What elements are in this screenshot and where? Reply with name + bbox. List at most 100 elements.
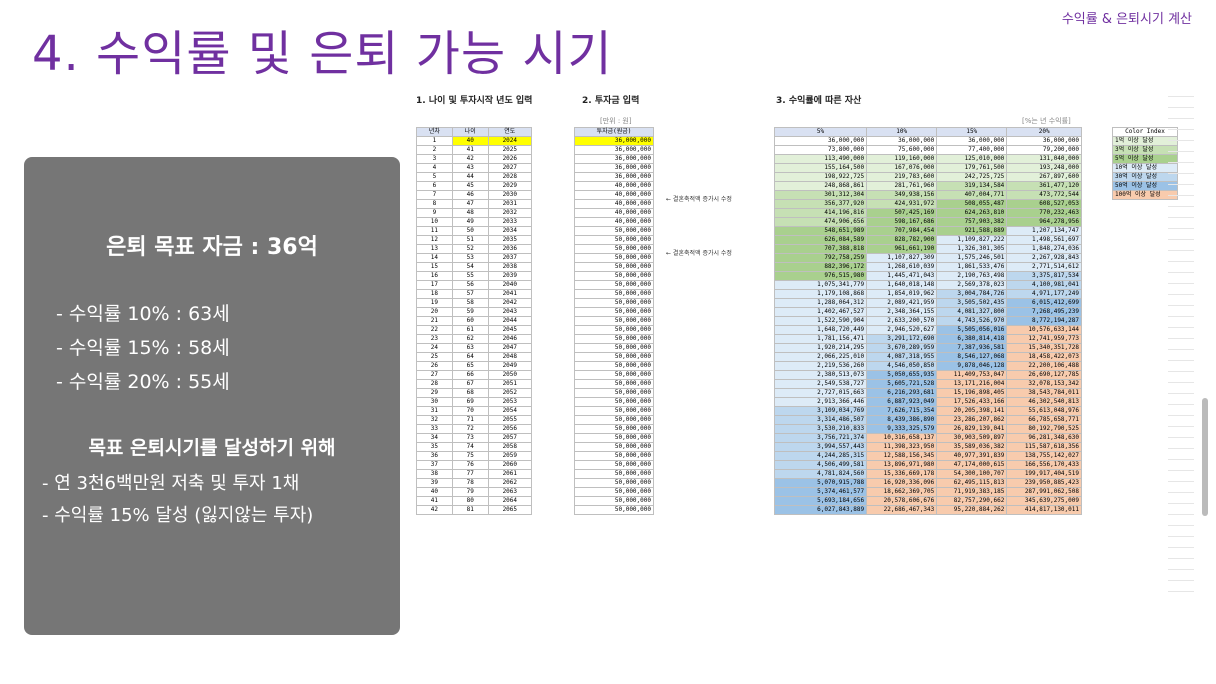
table-cell: 4,546,050,850	[866, 361, 938, 371]
table-cell: 58	[451, 298, 489, 308]
table-cell: 70	[451, 406, 489, 416]
return-item: - 수익률 20% : 55세	[56, 371, 230, 393]
table-row: 5 44 2028	[416, 172, 533, 182]
table-cell: 2053	[487, 397, 533, 407]
table-cell: 10,576,633,144	[1006, 325, 1082, 335]
table-cell: 2028	[487, 172, 533, 182]
table-cell: 707,388,818	[773, 244, 868, 254]
table-row: 792,758,259 1,107,827,309 1,575,246,501 2,2…	[773, 253, 1082, 263]
table-row: 4,781,824,560 15,336,669,178 54,300,100,70…	[773, 469, 1082, 479]
table-cell: 81	[451, 505, 489, 515]
table-cell: 1,522,590,904	[773, 316, 868, 326]
table-cell: 2032	[487, 208, 533, 218]
table-row: 37 76 2060	[416, 460, 533, 470]
table-cell: 349,938,156	[866, 190, 938, 200]
table-cell: 2,190,763,498	[936, 271, 1008, 281]
table-cell: 50,000,000	[574, 388, 654, 398]
table-row: 8 47 2031	[416, 199, 533, 209]
table-row: 2,549,538,727 5,605,721,528 13,171,216,004…	[773, 379, 1082, 389]
table-cell: 12,588,156,345	[866, 451, 938, 461]
table-cell: 3,530,210,833	[773, 424, 868, 434]
table-cell: 2035	[487, 235, 533, 245]
table-cell: 1,781,156,471	[773, 334, 868, 344]
table-cell: 2062	[487, 478, 533, 488]
table-row: 32 71 2055	[416, 415, 533, 425]
table-cell: 47,174,000,615	[936, 460, 1008, 470]
note-label: ← 결혼축적액 증가시 수정	[666, 196, 732, 203]
table-cell: 1,288,064,312	[773, 298, 868, 308]
table-cell: 8,546,127,068	[936, 352, 1008, 362]
table-cell: 16	[416, 271, 453, 281]
scrollbar-thumb[interactable]	[1202, 398, 1208, 516]
table-cell: 22,200,106,488	[1006, 361, 1082, 371]
table-cell: 50,000,000	[574, 226, 654, 236]
table-cell: 9,878,046,128	[936, 361, 1008, 371]
table-cell: 4	[416, 163, 453, 173]
table-cell: 2063	[487, 487, 533, 497]
table-row: 50,000,000	[574, 388, 654, 398]
table-cell: 2036	[487, 244, 533, 254]
table-cell: 22	[416, 325, 453, 335]
table-cell: 2,348,364,155	[866, 307, 938, 317]
table-cell: 166,556,170,433	[1006, 460, 1082, 470]
table-cell: 2,089,421,959	[866, 298, 938, 308]
table-cell: 11	[416, 226, 453, 236]
table-row: 7 46 2030	[416, 190, 533, 200]
table-cell: 2,946,520,627	[866, 325, 938, 335]
table-cell: 1,402,467,527	[773, 307, 868, 317]
table-cell: 6,380,814,418	[936, 334, 1008, 344]
table-row: 50,000,000	[574, 496, 654, 506]
table-cell: 301,312,304	[773, 190, 868, 200]
table-cell: 62,495,115,813	[936, 478, 1008, 488]
table-cell: 424,931,972	[866, 199, 938, 209]
table-cell: 2026	[487, 154, 533, 164]
table-row: 41 80 2064	[416, 496, 533, 506]
table-row: 3 42 2026	[416, 154, 533, 164]
table-cell: 976,515,980	[773, 271, 868, 281]
table-cell: 757,903,382	[936, 217, 1008, 227]
table-cell: 50,000,000	[574, 298, 654, 308]
table-cell: 961,661,190	[866, 244, 938, 254]
table-cell: 12	[416, 235, 453, 245]
table-cell: 16,920,336,096	[866, 478, 938, 488]
table-cell: 54	[451, 262, 489, 272]
table-cell: 4,087,318,955	[866, 352, 938, 362]
table-cell: 2045	[487, 325, 533, 335]
table-cell: 50,000,000	[574, 352, 654, 362]
table-row: 28 67 2051	[416, 379, 533, 389]
table-row: 548,651,989 707,984,454 921,588,889 1,207,1…	[773, 226, 1082, 236]
table-row: 50,000,000	[574, 397, 654, 407]
table-cell: 15,196,898,405	[936, 388, 1008, 398]
table-row: 40,000,000	[574, 208, 654, 218]
table-cell: 345,639,275,009	[1006, 496, 1082, 506]
table-cell: 5,605,721,528	[866, 379, 938, 389]
table-cell: 6,015,412,699	[1006, 298, 1082, 308]
table-cell: 35,589,036,382	[936, 442, 1008, 452]
table-cell: 50,000,000	[574, 397, 654, 407]
table-cell: 1,109,827,222	[936, 235, 1008, 245]
table-cell: 407,004,771	[936, 190, 1008, 200]
table-cell: 2041	[487, 289, 533, 299]
table-cell: 2027	[487, 163, 533, 173]
table-row: 626,084,589 828,782,900 1,109,827,222 1,498…	[773, 235, 1082, 245]
table-cell: 50,000,000	[574, 280, 654, 290]
table-cell: 12,741,959,773	[1006, 334, 1082, 344]
table-cell: 75	[451, 451, 489, 461]
table-row: 36,000,000	[574, 163, 654, 173]
table-cell: 964,278,956	[1006, 217, 1082, 227]
table-row: 3,994,557,443 11,398,323,950 35,589,036,38…	[773, 442, 1082, 452]
table-cell: 15,340,351,728	[1006, 343, 1082, 353]
header-right-label: 수익률 & 은퇴시기 계산	[1061, 12, 1192, 27]
table-cell: 55,613,048,976	[1006, 406, 1082, 416]
table-row: 36 75 2059	[416, 451, 533, 461]
table-row: 50,000,000	[574, 343, 654, 353]
table-cell: 52	[451, 244, 489, 254]
table-cell: 5,693,184,656	[773, 496, 868, 506]
table-cell: 2043	[487, 307, 533, 317]
table-cell: 65	[451, 361, 489, 371]
table-cell: 4,743,526,970	[936, 316, 1008, 326]
table-cell: 73	[451, 433, 489, 443]
table-cell: 1,640,018,148	[866, 280, 938, 290]
age-table: 년차 나이 연도 1 40 2024 2 41 2025 3 42 2026 4 43 2027 5 44…	[416, 127, 533, 515]
table-cell: 66	[451, 370, 489, 380]
